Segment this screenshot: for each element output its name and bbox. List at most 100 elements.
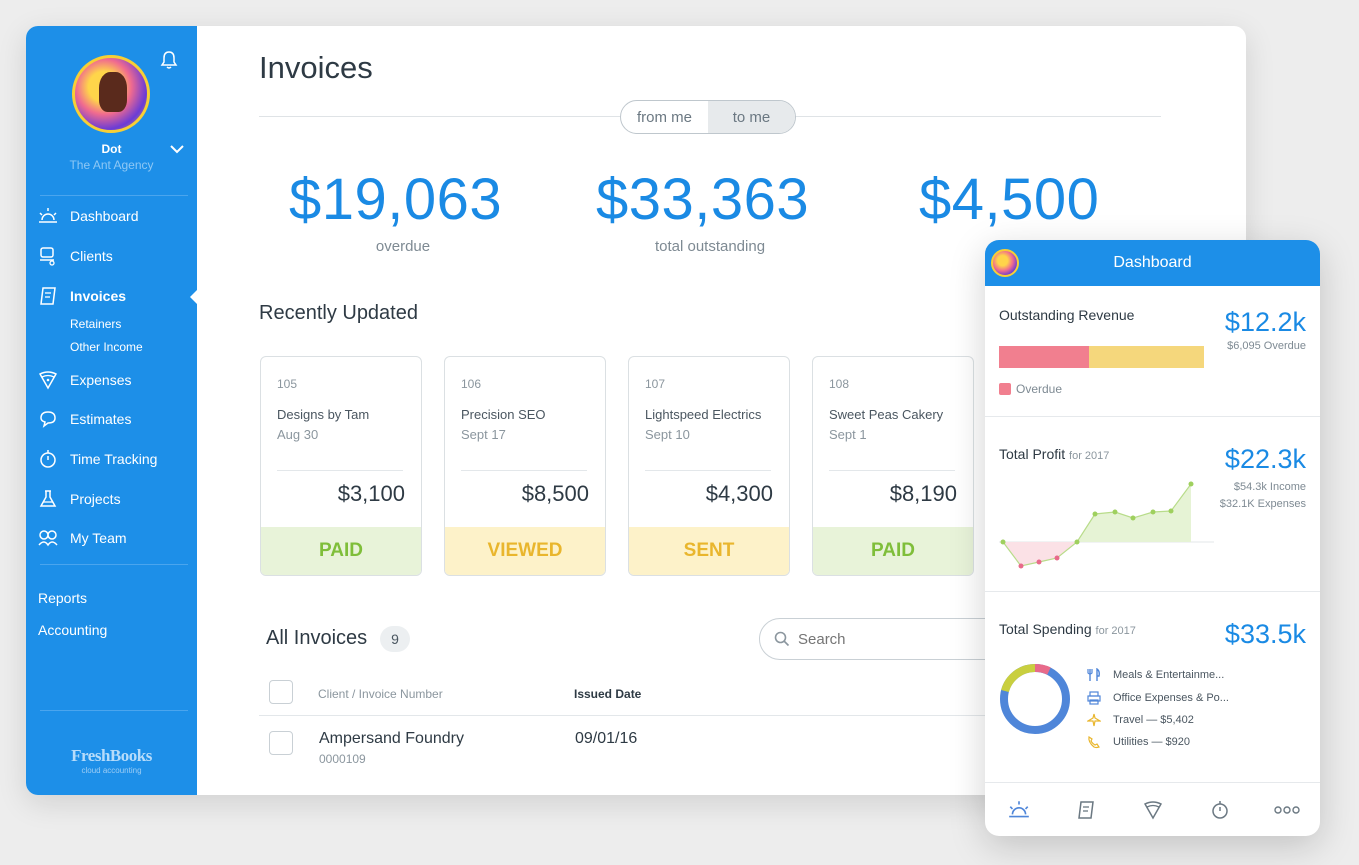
invoice-card[interactable]: 107 Lightspeed Electrics Sept 10 $4,300 … bbox=[628, 356, 790, 576]
revenue-sub: $6,095 Overdue bbox=[1227, 340, 1306, 352]
sidebar-link-reports[interactable]: Reports bbox=[38, 590, 88, 606]
sidebar-divider bbox=[40, 195, 188, 196]
revenue-title: Outstanding Revenue bbox=[999, 307, 1135, 323]
sidebar-item-estimates[interactable]: Estimates bbox=[36, 407, 131, 431]
invoice-date: Sept 10 bbox=[645, 427, 690, 442]
card-divider bbox=[277, 470, 403, 471]
row-checkbox[interactable] bbox=[269, 731, 293, 755]
overdue-bar-segment bbox=[999, 346, 1090, 368]
sidebar-item-time-tracking[interactable]: Time Tracking bbox=[36, 447, 157, 471]
spending-period: for 2017 bbox=[1095, 625, 1136, 637]
all-invoices-title: All Invoices bbox=[266, 627, 368, 649]
stat-outstanding-label: total outstanding bbox=[654, 238, 766, 255]
sidebar-item-label: Projects bbox=[70, 491, 121, 507]
sidebar-divider bbox=[40, 564, 188, 565]
category-label: Office Expenses & Po... bbox=[1113, 692, 1229, 704]
spending-category: Office Expenses & Po... bbox=[1085, 691, 1229, 705]
sun-icon bbox=[36, 205, 60, 227]
current-bar-segment bbox=[1089, 346, 1204, 368]
user-name: Dot bbox=[101, 142, 122, 156]
more-icon bbox=[1273, 805, 1300, 814]
stopwatch-icon bbox=[1211, 800, 1228, 819]
pizza-icon bbox=[36, 369, 60, 391]
revenue-value: $12.2k bbox=[1224, 307, 1306, 337]
spending-donut bbox=[1000, 663, 1070, 734]
invoice-date: Sept 17 bbox=[461, 427, 506, 442]
invoice-client: Designs by Tam bbox=[277, 407, 370, 422]
select-all-checkbox[interactable] bbox=[269, 680, 293, 704]
sidebar-divider bbox=[40, 710, 188, 711]
sidebar: Dot The Ant Agency Dashboard Clients Inv… bbox=[26, 26, 197, 795]
tab-more[interactable] bbox=[1270, 796, 1304, 824]
sidebar-item-invoices[interactable]: Invoices bbox=[36, 284, 126, 308]
spending-category: Travel — $5,402 bbox=[1085, 713, 1194, 727]
avatar[interactable] bbox=[72, 55, 150, 133]
spending-category: Utilities — $920 bbox=[1085, 735, 1190, 749]
row-invoice-number: 0000109 bbox=[319, 752, 366, 766]
card-divider bbox=[829, 470, 955, 471]
invoice-number: 108 bbox=[829, 377, 850, 391]
avatar[interactable] bbox=[991, 249, 1019, 277]
tab-expenses[interactable] bbox=[1136, 796, 1170, 824]
flask-icon bbox=[36, 488, 60, 510]
invoice-card[interactable]: 106 Precision SEO Sept 17 $8,500 VIEWED bbox=[444, 356, 606, 576]
row-client-name[interactable]: Ampersand Foundry bbox=[319, 730, 464, 747]
invoice-count-badge: 9 bbox=[380, 626, 410, 652]
column-header-client[interactable]: Client / Invoice Number bbox=[318, 687, 443, 701]
phone-icon bbox=[1085, 735, 1103, 749]
plane-icon bbox=[1085, 713, 1103, 727]
total-profit-section[interactable] bbox=[985, 417, 1320, 592]
sidebar-link-accounting[interactable]: Accounting bbox=[38, 622, 108, 638]
bell-icon[interactable] bbox=[160, 50, 178, 70]
invoice-client: Precision SEO bbox=[461, 407, 546, 422]
sidebar-item-clients[interactable]: Clients bbox=[36, 244, 113, 268]
mobile-dashboard: Dashboard Outstanding Revenue $12.2k $6,… bbox=[985, 240, 1320, 836]
tab-time-tracking[interactable] bbox=[1203, 796, 1237, 824]
sidebar-item-label: Invoices bbox=[70, 288, 127, 304]
invoice-icon bbox=[36, 285, 60, 307]
search-box[interactable] bbox=[759, 618, 1019, 660]
direction-toggle[interactable]: from me to me bbox=[620, 100, 796, 134]
spending-value: $33.5k bbox=[1224, 619, 1306, 649]
column-header-issued-date[interactable]: Issued Date bbox=[574, 687, 642, 701]
toggle-from-me[interactable]: from me bbox=[636, 108, 692, 126]
invoice-date: Aug 30 bbox=[277, 427, 319, 442]
status-badge: PAID bbox=[813, 527, 973, 575]
invoice-amount: $8,500 bbox=[521, 481, 589, 506]
outstanding-revenue-section[interactable] bbox=[985, 286, 1320, 417]
toggle-to-me[interactable]: to me bbox=[708, 101, 795, 133]
card-divider bbox=[645, 470, 771, 471]
revenue-bar bbox=[999, 346, 1204, 368]
recently-updated-title: Recently Updated bbox=[259, 302, 418, 324]
invoice-icon bbox=[1077, 800, 1094, 819]
category-label: Utilities — $920 bbox=[1113, 736, 1191, 748]
spending-title: Total Spending for 2017 bbox=[999, 621, 1136, 637]
spending-title-text: Total Spending bbox=[999, 621, 1092, 637]
search-input[interactable] bbox=[798, 630, 988, 648]
invoice-amount: $3,100 bbox=[337, 481, 405, 506]
sidebar-item-projects[interactable]: Projects bbox=[36, 487, 121, 511]
sidebar-item-dashboard[interactable]: Dashboard bbox=[36, 204, 139, 228]
sidebar-item-my-team[interactable]: My Team bbox=[36, 526, 127, 550]
sidebar-item-label: Clients bbox=[70, 248, 113, 264]
user-org: The Ant Agency bbox=[69, 158, 154, 172]
pizza-icon bbox=[1143, 800, 1162, 820]
invoice-amount: $4,300 bbox=[705, 481, 773, 506]
profit-chart bbox=[999, 481, 1214, 569]
invoice-card[interactable]: 108 Sweet Peas Cakery Sept 1 $8,190 PAID bbox=[812, 356, 974, 576]
status-badge: PAID bbox=[261, 527, 421, 575]
status-badge: VIEWED bbox=[445, 527, 605, 575]
chevron-down-icon[interactable] bbox=[169, 143, 185, 155]
mobile-tab-bar bbox=[985, 782, 1320, 836]
invoice-card[interactable]: 105 Designs by Tam Aug 30 $3,100 PAID bbox=[260, 356, 422, 576]
row-issued-date: 09/01/16 bbox=[575, 730, 638, 747]
sidebar-subitem-retainers[interactable]: Retainers bbox=[70, 317, 122, 331]
spending-category: Meals & Entertainme... bbox=[1085, 668, 1224, 682]
overdue-legend-swatch bbox=[999, 383, 1011, 395]
sidebar-subitem-other-income[interactable]: Other Income bbox=[70, 340, 143, 354]
sidebar-item-label: Estimates bbox=[70, 411, 132, 427]
tab-invoices[interactable] bbox=[1069, 796, 1103, 824]
tab-dashboard[interactable] bbox=[1002, 796, 1036, 824]
stat-third-value: $4,500 bbox=[919, 167, 1100, 232]
sidebar-item-expenses[interactable]: Expenses bbox=[36, 368, 131, 392]
